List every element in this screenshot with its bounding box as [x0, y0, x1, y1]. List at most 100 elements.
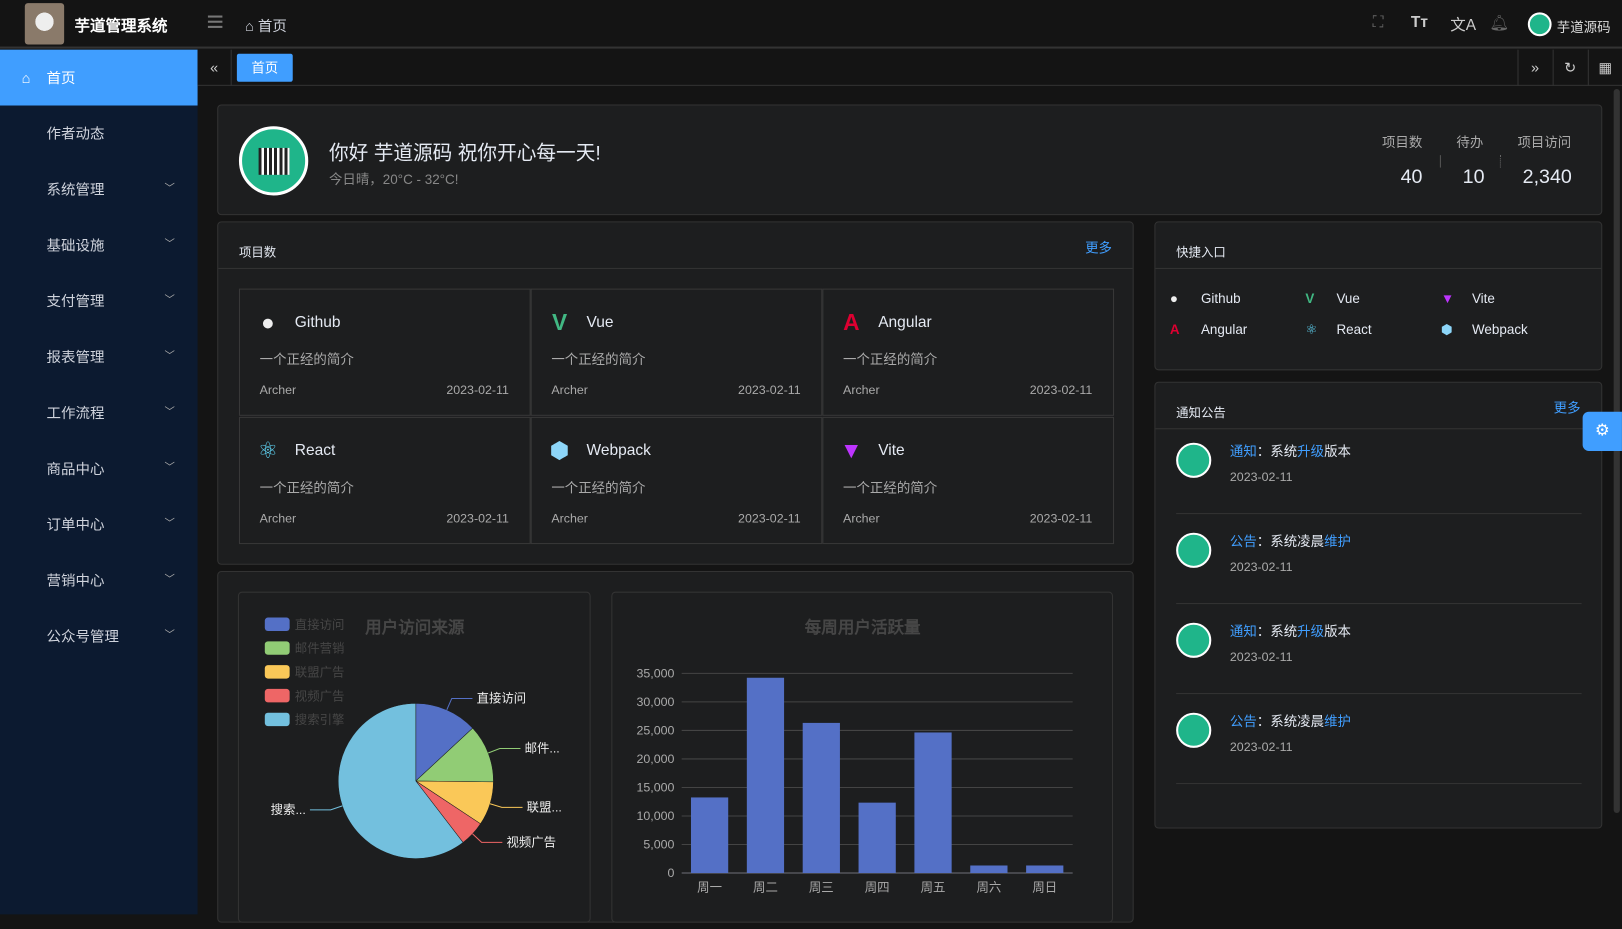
breadcrumb[interactable]: ⌂ 首页 [245, 16, 287, 37]
webpack-icon: ⬢ [549, 437, 570, 464]
project-card[interactable]: A Angular 一个正经的简介 Archer 2023-02-11 [822, 288, 1115, 416]
bar[interactable] [690, 797, 729, 874]
legend-swatch[interactable] [264, 665, 290, 679]
scroll-left-icon[interactable]: « [198, 49, 232, 86]
project-desc: 一个正经的简介 [259, 479, 354, 496]
project-card[interactable]: V Vue 一个正经的简介 Archer 2023-02-11 [530, 288, 823, 416]
x-tick-label: 周三 [809, 881, 834, 895]
sidebar: ⌂ 首页 作者动态 系统管理 ﹀ 基础设施 ﹀ 支付管理 ﹀ 报表管理 ﹀ 工作流程 ﹀ 商品中心 ﹀ 订单中… [0, 49, 198, 915]
y-tick-label: 20,000 [636, 752, 674, 766]
scrollbar[interactable] [1613, 88, 1620, 814]
project-card[interactable]: ● Github 一个正经的简介 Archer 2023-02-11 [238, 288, 531, 416]
project-card[interactable]: ▼ Vite 一个正经的简介 Archer 2023-02-11 [822, 416, 1115, 545]
menu-toggle-icon[interactable] [207, 15, 223, 28]
project-card[interactable]: ⬢ Webpack 一个正经的简介 Archer 2023-02-11 [530, 416, 823, 545]
sidebar-item[interactable]: 支付管理 ﹀ [0, 273, 198, 329]
shortcut-item[interactable]: ▼ Vite [1441, 291, 1495, 307]
grid-menu-icon[interactable]: ▦ [1587, 49, 1622, 86]
legend-label[interactable]: 搜索引擎 [295, 712, 345, 727]
legend-swatch[interactable] [264, 641, 290, 655]
sidebar-item[interactable]: ⌂ 首页 [0, 49, 198, 106]
sidebar-item[interactable]: 系统管理 ﹀ [0, 161, 198, 217]
pie-slice[interactable] [415, 703, 473, 782]
notice-highlight: 维护 [1324, 533, 1351, 550]
refresh-icon[interactable]: ↻ [1552, 49, 1587, 86]
legend-label[interactable]: 直接访问 [295, 617, 345, 632]
sidebar-item[interactable]: 营销中心 ﹀ [0, 552, 198, 608]
chevron-down-icon: ﹀ [164, 294, 175, 307]
settings-gear-icon[interactable]: ⚙ [1582, 411, 1622, 451]
project-author: Archer [259, 382, 297, 398]
x-tick-label: 周二 [753, 881, 778, 895]
bar[interactable] [1026, 865, 1064, 874]
bar[interactable] [746, 677, 785, 874]
project-card[interactable]: ⚛ React 一个正经的简介 Archer 2023-02-11 [238, 416, 531, 545]
bell-icon[interactable]: 🔔︎ [1489, 14, 1510, 33]
pie-label-line [472, 833, 503, 843]
shortcuts-title: 快捷入口 [1176, 245, 1226, 260]
chevron-down-icon: ﹀ [164, 406, 175, 418]
pie-label-line [309, 805, 343, 811]
legend-swatch[interactable] [264, 617, 290, 631]
fullscreen-icon[interactable]: ⛶ [1372, 13, 1384, 32]
shortcut-label: Webpack [1471, 321, 1528, 338]
notice-type[interactable]: 通知 [1229, 443, 1257, 460]
shortcut-item[interactable]: ● Github [1170, 291, 1241, 307]
react-icon: ⚛ [1305, 321, 1318, 338]
notice-text: ：系统凌晨 [1256, 533, 1325, 550]
sidebar-item[interactable]: 作者动态 [0, 106, 198, 162]
legend-label[interactable]: 视频广告 [295, 688, 345, 703]
shortcut-label: Vue [1336, 290, 1360, 307]
tab-home[interactable]: 首页 [236, 53, 293, 82]
projects-more-link[interactable]: 更多 [1085, 239, 1112, 256]
angular-icon: A [843, 309, 860, 336]
bar[interactable] [914, 732, 952, 874]
chevron-down-icon: ﹀ [164, 238, 175, 251]
sidebar-item[interactable]: 报表管理 ﹀ [0, 329, 198, 385]
bar[interactable] [802, 722, 840, 874]
sidebar-item-label: 工作流程 [46, 404, 105, 422]
shortcut-item[interactable]: A Angular [1170, 322, 1247, 338]
notices-more-link[interactable]: 更多 [1553, 400, 1581, 416]
sidebar-item[interactable]: 商品中心 ﹀ [0, 441, 198, 497]
shortcut-item[interactable]: ⬢ Webpack [1441, 321, 1528, 338]
avatar[interactable] [1527, 12, 1552, 37]
notice-item[interactable]: 公告：系统凌晨维护 2023-02-11 [1176, 514, 1582, 605]
notices-title: 通知公告 [1176, 405, 1226, 420]
bar[interactable] [858, 802, 896, 874]
sidebar-item-label: 订单中心 [46, 516, 105, 533]
notice-item[interactable]: 通知：系统升级版本 2023-02-11 [1176, 424, 1582, 515]
legend-label[interactable]: 联盟广告 [295, 665, 345, 679]
vite-icon: ▼ [840, 437, 863, 464]
sidebar-item[interactable]: 工作流程 ﹀ [0, 385, 198, 441]
pie-slice[interactable] [337, 703, 464, 859]
notice-type[interactable]: 通知 [1229, 623, 1257, 640]
pie-label-line [489, 803, 523, 808]
legend-swatch[interactable] [264, 712, 290, 727]
project-desc: 一个正经的简介 [551, 351, 646, 368]
bar[interactable] [970, 865, 1008, 874]
scroll-right-icon[interactable]: » [1517, 49, 1551, 86]
sidebar-item[interactable]: 订单中心 ﹀ [0, 497, 198, 553]
notice-type[interactable]: 公告 [1229, 533, 1257, 550]
legend-label[interactable]: 邮件营销 [295, 642, 345, 656]
sidebar-item[interactable]: 公众号管理 ﹀ [0, 608, 198, 664]
project-author: Archer [551, 382, 588, 398]
font-size-icon[interactable]: Tт [1410, 13, 1429, 32]
breadcrumb-home[interactable]: 首页 [257, 17, 287, 35]
pie-slice[interactable] [415, 727, 494, 783]
sidebar-item[interactable]: 基础设施 ﹀ [0, 217, 198, 273]
sidebar-item-label: 公众号管理 [46, 627, 119, 645]
username[interactable]: 芋道源码 [1556, 19, 1611, 36]
shortcut-item[interactable]: V Vue [1305, 290, 1360, 307]
legend-swatch[interactable] [264, 688, 290, 703]
translate-icon[interactable]: 文A [1450, 16, 1477, 35]
stat-value: 10 [1462, 166, 1485, 189]
project-name: Angular [878, 313, 932, 332]
notice-item[interactable]: 公告：系统凌晨维护 2023-02-11 [1176, 694, 1582, 785]
shortcut-item[interactable]: ⚛ React [1305, 322, 1371, 338]
notice-item[interactable]: 通知：系统升级版本 2023-02-11 [1176, 604, 1582, 695]
project-name: React [294, 441, 336, 460]
notice-type[interactable]: 公告 [1229, 713, 1257, 730]
sidebar-item-label: 系统管理 [46, 181, 105, 198]
